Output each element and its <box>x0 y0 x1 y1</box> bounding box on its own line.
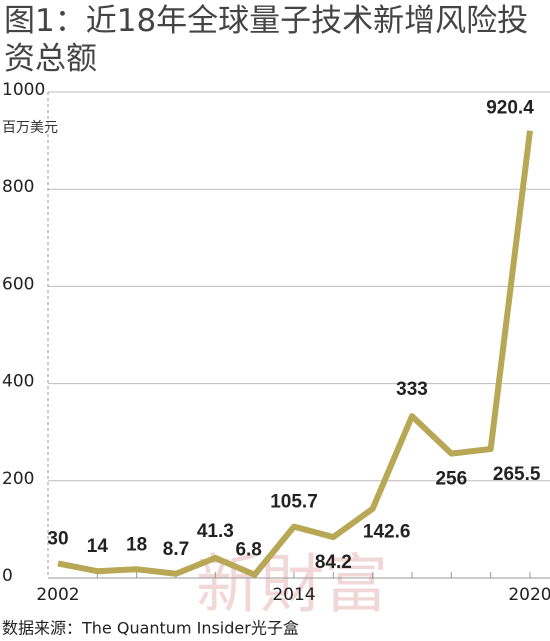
data-label: 14 <box>87 536 109 557</box>
data-label: 920.4 <box>486 98 534 119</box>
data-label: 265.5 <box>493 464 541 485</box>
y-tick-label: 200 <box>2 469 34 489</box>
data-label: 41.3 <box>197 521 234 542</box>
x-tick-label: 2020 <box>508 585 550 605</box>
data-label: 333 <box>396 379 428 400</box>
x-tick-label: 2002 <box>36 585 79 605</box>
y-tick-label: 600 <box>2 274 34 294</box>
x-tick-label: 2014 <box>272 585 315 605</box>
data-label: 6.8 <box>235 540 261 561</box>
data-label: 84.2 <box>315 552 352 573</box>
y-tick-label: 800 <box>2 177 34 197</box>
line <box>57 130 533 578</box>
data-label: 18 <box>126 534 147 555</box>
y-tick-label: 1000 <box>2 80 45 100</box>
y-tick-label: 0 <box>2 566 13 586</box>
y-tick-label: 400 <box>2 372 34 392</box>
data-label: 256 <box>435 469 467 490</box>
source: 数据来源：The Quantum Insider光子盒 <box>2 619 299 638</box>
data-label: 142.6 <box>363 522 411 543</box>
data-label: 8.7 <box>163 539 189 560</box>
data-label: 30 <box>47 528 68 549</box>
y-unit: 百万美元 <box>2 120 58 136</box>
data-label: 105.7 <box>270 492 318 513</box>
chart-title: 图1：近18年全球量子技术新增风险投资总额 <box>4 3 529 77</box>
